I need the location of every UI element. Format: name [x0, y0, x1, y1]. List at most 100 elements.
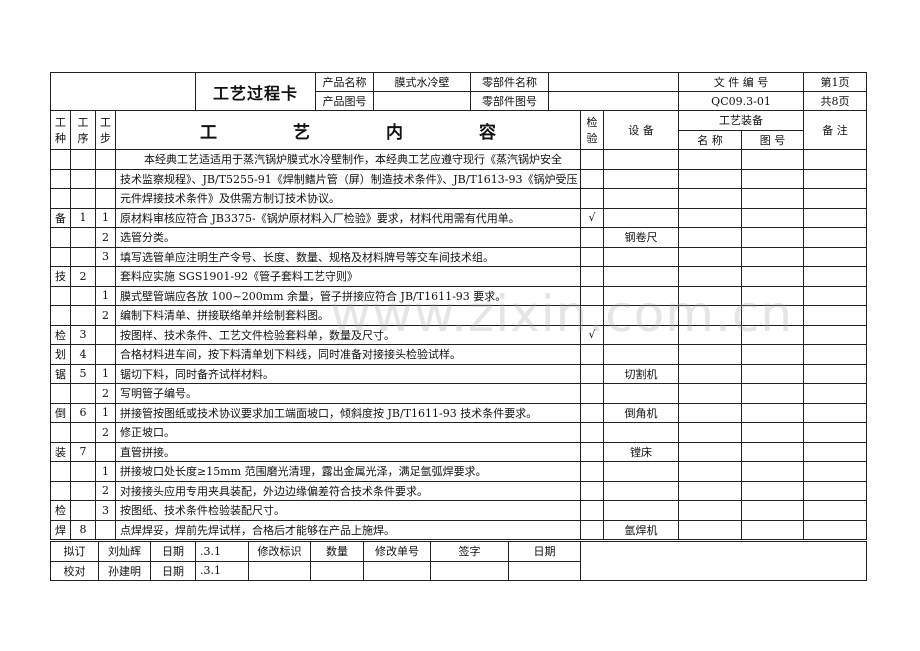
content-cell: 直管拼接。: [115, 441, 581, 462]
step-cell: 2: [95, 305, 116, 326]
step-cell: 2: [95, 227, 116, 248]
seq-cell: [70, 246, 96, 267]
content-cell: 对接接头应用专用夹具装配，外边边缘偏差符合技术条件要求。: [115, 480, 581, 501]
content-cell: 点焊焊妥，焊前先焊试样，合格后才能够在产品上施焊。: [115, 519, 581, 540]
table-row: 检 3 按图样、技术条件、工艺文件检验套料单，数量及尺寸。 √: [50, 324, 867, 345]
remarks-cell: [803, 246, 867, 267]
col-tool-drawing: 图 号: [741, 129, 804, 150]
col-tooling: 工艺装备: [678, 110, 804, 131]
remarks-cell: [803, 285, 867, 306]
check-cell: [580, 344, 604, 365]
check-cell: [580, 363, 604, 384]
kind-cell: [50, 305, 71, 326]
rev-date-cell: [508, 560, 581, 581]
tool-name-cell: [678, 383, 742, 404]
kind-cell: 技: [50, 266, 71, 287]
kind-cell: 倒: [50, 402, 71, 423]
check-cell: [580, 149, 604, 170]
check-cell: [580, 305, 604, 326]
step-cell: [95, 266, 116, 287]
rev-mark-cell: [248, 560, 311, 581]
equipment-cell: [603, 246, 679, 267]
col-remarks: 备 注: [803, 110, 867, 150]
content-cell: 本经典工艺适适用于蒸汽锅炉膜式水冷壁制作，本经典工艺应遵守现行《蒸汽锅炉安全: [115, 149, 581, 170]
equipment-cell: [603, 188, 679, 209]
remarks-cell: [803, 383, 867, 404]
step-cell: [95, 324, 116, 345]
check-date-label: 日期: [150, 560, 196, 581]
remarks-cell: [803, 324, 867, 345]
col-equipment: 设 备: [603, 110, 679, 150]
tool-drawing-cell: [741, 344, 804, 365]
table-row: 锯 5 1 锯切下料，同时备齐试样材料。 切割机: [50, 363, 867, 384]
tool-name-cell: [678, 149, 742, 170]
equipment-cell: [603, 461, 679, 482]
check-cell: [580, 461, 604, 482]
remarks-cell: [803, 519, 867, 540]
tool-name-cell: [678, 207, 742, 228]
remarks-cell: [803, 422, 867, 443]
part-name-label: 零部件名称: [470, 72, 549, 92]
col-content: 工艺内容: [115, 110, 581, 150]
check-label: 校对: [50, 560, 99, 581]
equipment-cell: [603, 500, 679, 521]
equipment-cell: 氩焊机: [603, 519, 679, 540]
table-row: 2 对接接头应用专用夹具装配，外边边缘偏差符合技术条件要求。: [50, 480, 867, 501]
content-cell: 锯切下料，同时备齐试样材料。: [115, 363, 581, 384]
check-cell: [580, 285, 604, 306]
tool-drawing-cell: [741, 227, 804, 248]
equipment-cell: [603, 383, 679, 404]
col-check: 检验: [580, 110, 604, 150]
content-cell: 拼接坡口处长度≥15mm 范围磨光清理，露出金属光泽，满足氩弧焊要求。: [115, 461, 581, 482]
product-drawing-label: 产品图号: [315, 91, 374, 111]
remarks-cell: [803, 500, 867, 521]
tool-name-cell: [678, 461, 742, 482]
check-cell: [580, 168, 604, 189]
total-pages: 共8页: [803, 91, 867, 111]
tool-name-cell: [678, 402, 742, 423]
table-row: 技术监察规程》、JB/T5255-91《焊制鳍片管（屏）制造技术条件》、JB/T…: [50, 168, 867, 189]
remarks-cell: [803, 363, 867, 384]
card-header: 工艺过程卡 产品名称 膜式水冷壁 零部件名称 文 件 编 号 第1页 产品图号 …: [50, 72, 867, 111]
tool-name-cell: [678, 363, 742, 384]
remarks-cell: [803, 461, 867, 482]
step-cell: [95, 519, 116, 540]
product-name: 膜式水冷壁: [373, 72, 471, 92]
equipment-cell: 切割机: [603, 363, 679, 384]
equipment-cell: [603, 344, 679, 365]
remarks-cell: [803, 207, 867, 228]
step-cell: 2: [95, 383, 116, 404]
table-row: 检 3 按图纸、技术条件检验装配尺寸。: [50, 500, 867, 521]
content-cell: 按图样、技术条件、工艺文件检验套料单，数量及尺寸。: [115, 324, 581, 345]
step-cell: 1: [95, 285, 116, 306]
kind-cell: [50, 422, 71, 443]
step-cell: 1: [95, 461, 116, 482]
step-cell: [95, 188, 116, 209]
content-cell: 合格材料进车间，按下料清单划下料线，同时准备对接接头检验试样。: [115, 344, 581, 365]
tool-drawing-cell: [741, 402, 804, 423]
equipment-cell: 镗床: [603, 441, 679, 462]
tool-drawing-cell: [741, 266, 804, 287]
tool-drawing-cell: [741, 441, 804, 462]
tool-drawing-cell: [741, 207, 804, 228]
check-cell: [580, 246, 604, 267]
seq-cell: 6: [70, 402, 96, 423]
draft-label: 拟订: [50, 541, 99, 562]
tool-drawing-cell: [741, 285, 804, 306]
content-cell: 技术监察规程》、JB/T5255-91《焊制鳍片管（屏）制造技术条件》、JB/T…: [115, 168, 581, 189]
kind-cell: [50, 188, 71, 209]
step-cell: 3: [95, 500, 116, 521]
kind-cell: 检: [50, 324, 71, 345]
tool-name-cell: [678, 285, 742, 306]
table-row: 划 4 合格材料进车间，按下料清单划下料线，同时准备对接接头检验试样。: [50, 344, 867, 365]
step-cell: 3: [95, 246, 116, 267]
tool-name-cell: [678, 168, 742, 189]
content-cell: 选管分类。: [115, 227, 581, 248]
content-cell: 按图纸、技术条件检验装配尺寸。: [115, 500, 581, 521]
tool-name-cell: [678, 305, 742, 326]
seq-cell: [70, 500, 96, 521]
table-row: 2 写明管子编号。: [50, 383, 867, 404]
remarks-cell: [803, 305, 867, 326]
kind-cell: 划: [50, 344, 71, 365]
tool-name-cell: [678, 188, 742, 209]
